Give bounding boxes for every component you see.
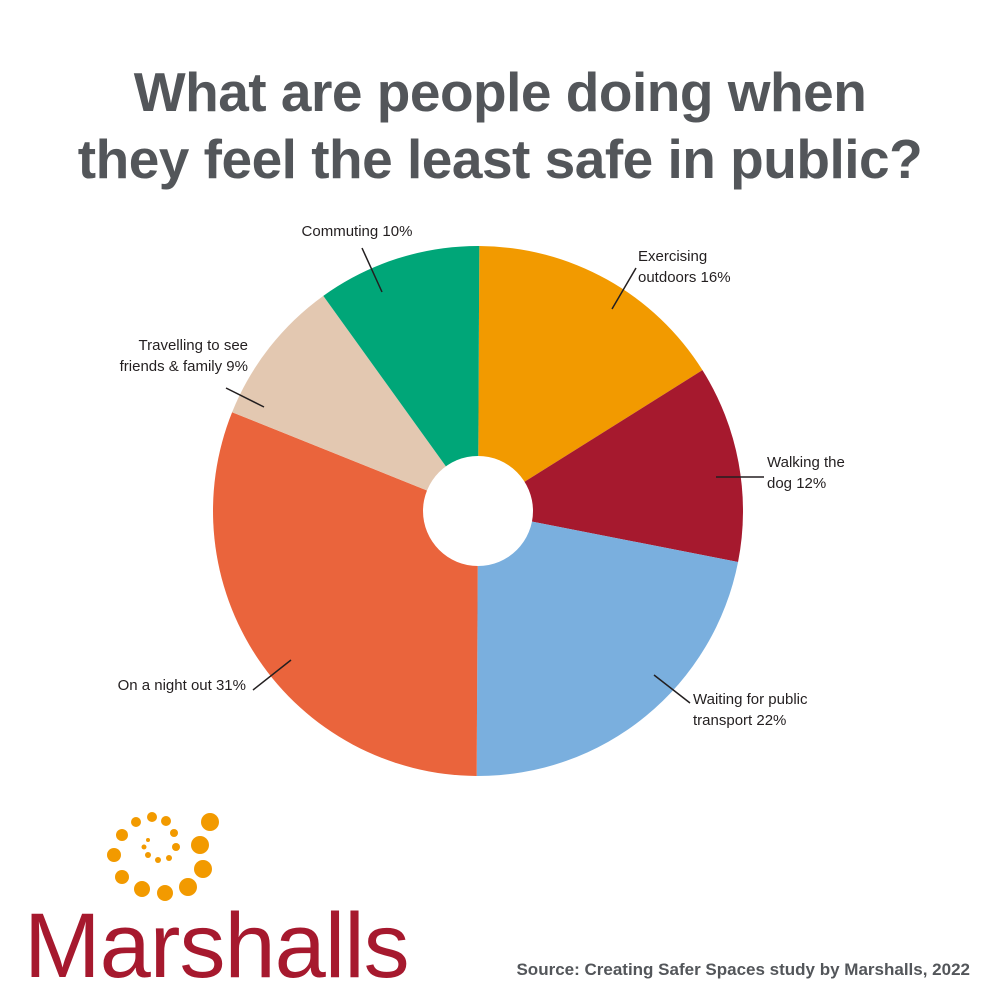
slice-walking-the-dog bbox=[478, 370, 743, 562]
slice-label: Commuting 10% bbox=[302, 223, 413, 240]
slice-travelling-to-see-friends-family bbox=[232, 295, 478, 511]
source-note: Source: Creating Safer Spaces study by M… bbox=[516, 960, 970, 979]
title-line-2: they feel the least safe in public? bbox=[77, 127, 923, 190]
slice-label: Exercising outdoors 16% bbox=[638, 248, 731, 286]
slice-on-a-night-out bbox=[213, 412, 478, 776]
slice-label: Waiting for public transport 22% bbox=[693, 691, 808, 729]
labels-group: Exercising outdoors 16% Walking the dog 12%… bbox=[118, 223, 845, 729]
leader-line bbox=[225, 387, 265, 408]
slice-commuting bbox=[323, 245, 480, 511]
marshalls-logo-icon bbox=[107, 812, 219, 901]
leader-line bbox=[252, 659, 292, 691]
leader-line bbox=[653, 674, 691, 704]
slices-group bbox=[213, 245, 743, 777]
slice-label: On a night out 31% bbox=[118, 677, 246, 694]
slice-label: Travelling to see friends & family 9% bbox=[120, 337, 248, 375]
leader-line bbox=[611, 267, 637, 310]
donut-hole bbox=[423, 456, 533, 566]
slice-label: Walking the dog 12% bbox=[767, 454, 845, 492]
slice-waiting-for-public-transport bbox=[476, 511, 739, 777]
chart-title: What are people doing when they feel the… bbox=[20, 59, 980, 193]
title-line-1: What are people doing when bbox=[133, 60, 867, 123]
leader-line bbox=[361, 247, 383, 293]
slice-exercising-outdoors bbox=[478, 246, 703, 511]
brand-wordmark: Marshalls bbox=[24, 895, 410, 997]
